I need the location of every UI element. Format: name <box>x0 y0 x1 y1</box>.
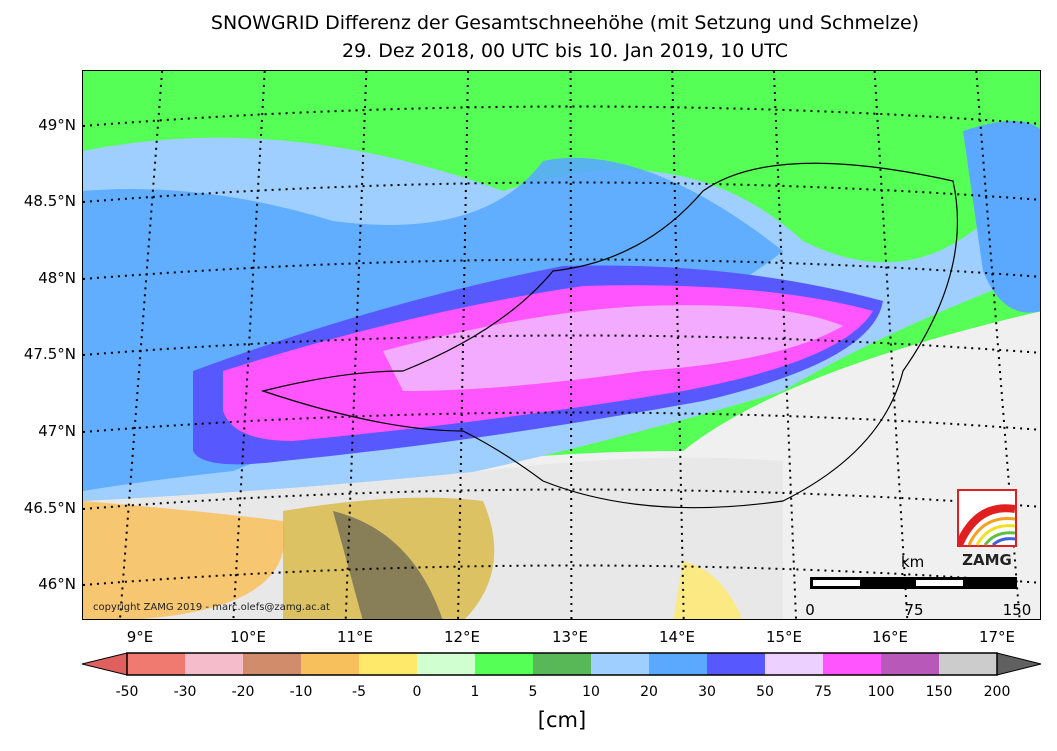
colorbar-tick-label: 75 <box>814 684 832 700</box>
colorbar-tick-label: -5 <box>352 684 366 700</box>
colorbar-bin <box>417 653 475 675</box>
lat-label: 49°N <box>38 116 76 134</box>
lon-label: 11°E <box>336 628 374 646</box>
lon-label: 9°E <box>126 628 154 646</box>
colorbar-tick-label: 1 <box>470 684 480 700</box>
colorbar-bin <box>533 653 591 675</box>
colorbar-bin <box>707 653 765 675</box>
colorbar-bin <box>591 653 649 675</box>
graticule-line <box>671 71 685 619</box>
graticule-line <box>873 71 909 619</box>
lon-label: 14°E <box>658 628 696 646</box>
lat-label: 48.5°N <box>23 192 76 210</box>
colorbar <box>81 652 1042 676</box>
colorbar-bin <box>881 653 939 675</box>
colorbar-bin <box>475 653 533 675</box>
lon-label: 17°E <box>978 628 1016 646</box>
colorbar-tick-label: 0 <box>412 684 422 700</box>
lat-label: 47.5°N <box>23 345 76 363</box>
graticule-line <box>83 181 1040 203</box>
graticule-line <box>119 71 164 619</box>
graticule-line <box>83 258 1040 280</box>
colorbar-bin <box>649 653 707 675</box>
zamg-logo: ZAMG <box>957 489 1017 569</box>
colorbar-bin <box>243 653 301 675</box>
graticule-line <box>344 71 368 619</box>
lon-label: 10°E <box>229 628 267 646</box>
colorbar-over-triangle <box>996 652 1042 676</box>
austria-border <box>260 162 958 509</box>
graticule-line <box>772 71 798 619</box>
colorbar-tick-label: 200 <box>983 684 1011 700</box>
colorbar-unit: [cm] <box>537 708 587 732</box>
map-layer <box>83 71 1040 619</box>
scalebar <box>810 577 1017 589</box>
colorbar-tick-label: -10 <box>289 684 313 700</box>
lon-label: 12°E <box>443 628 481 646</box>
logo-text: ZAMG <box>962 551 1012 569</box>
colorbar-tick-label: 30 <box>698 684 716 700</box>
graticule-line <box>569 71 573 619</box>
graticule-line <box>83 105 1040 127</box>
graticule-line <box>232 71 266 619</box>
lon-label: 15°E <box>765 628 803 646</box>
snow-field <box>333 511 443 619</box>
graticule-line <box>83 488 1040 510</box>
colorbar-bin <box>765 653 823 675</box>
colorbar-tick-label: 10 <box>582 684 600 700</box>
colorbar-tick-label: 150 <box>925 684 953 700</box>
colorbar-bin <box>301 653 359 675</box>
colorbar-bin <box>939 653 997 675</box>
snow-field <box>673 561 743 619</box>
lat-label: 47°N <box>38 422 76 440</box>
lat-label: 48°N <box>38 269 76 287</box>
colorbar-tick-label: 20 <box>640 684 658 700</box>
colorbar-under-triangle <box>81 652 128 676</box>
colorbar-tick-label: -30 <box>173 684 197 700</box>
title-line-1: SNOWGRID Differenz der Gesamtschneehöhe … <box>210 12 920 34</box>
colorbar-bin <box>359 653 417 675</box>
snow-field <box>963 121 1040 313</box>
snow-field <box>383 305 843 391</box>
snow-depth-map: copyright ZAMG 2019 - marc.olefs@zamg.ac… <box>82 70 1041 620</box>
lat-label: 46.5°N <box>23 499 76 517</box>
title-line-2: 29. Dez 2018, 00 UTC bis 10. Jan 2019, 1… <box>341 40 789 62</box>
colorbar-bin <box>185 653 243 675</box>
colorbar-bin <box>823 653 881 675</box>
colorbar-tick-label: -50 <box>115 684 139 700</box>
graticule-line <box>83 564 1040 586</box>
lon-label: 16°E <box>871 628 909 646</box>
lon-label: 13°E <box>551 628 589 646</box>
colorbar-tick-label: 50 <box>756 684 774 700</box>
scalebar-unit: km <box>901 553 925 571</box>
graticule-line <box>83 411 1040 433</box>
copyright-text: copyright ZAMG 2019 - marc.olefs@zamg.ac… <box>93 602 330 613</box>
scalebar-label-150: 150 <box>1002 601 1032 619</box>
colorbar-bin <box>127 653 185 675</box>
graticule-line <box>975 71 1021 619</box>
graticule-line <box>457 71 469 619</box>
colorbar-tick-label: 100 <box>867 684 895 700</box>
lat-label: 46°N <box>38 575 76 593</box>
graticule-line <box>83 334 1040 356</box>
scalebar-label-0: 0 <box>805 601 815 619</box>
colorbar-tick-label: 5 <box>528 684 538 700</box>
scalebar-label-75: 75 <box>904 601 924 619</box>
colorbar-tick-label: -20 <box>231 684 255 700</box>
